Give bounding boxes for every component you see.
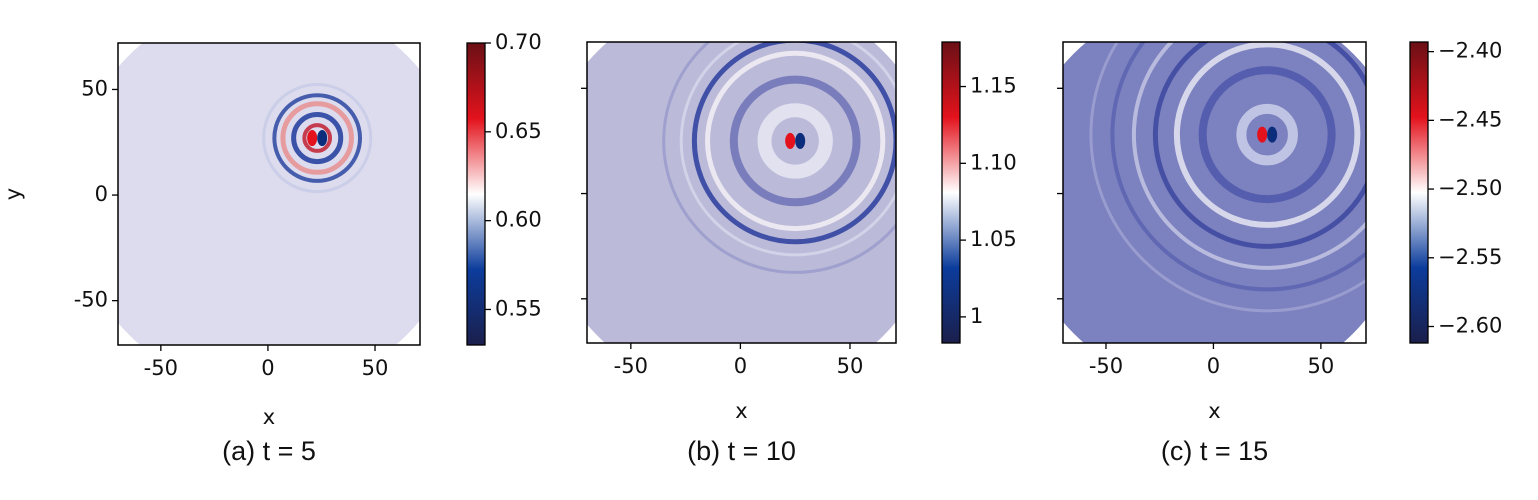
- colorbar-tick-label: 0.55: [495, 296, 542, 320]
- y-axis-label: y: [1, 188, 25, 200]
- field-ring: [1152, 42, 1366, 249]
- colorbar-tick-label: 1.05: [970, 227, 1017, 251]
- field-core: [317, 130, 328, 147]
- field: [118, 43, 420, 345]
- x-axis-label: x: [263, 405, 275, 429]
- x-tick-label: 0: [1207, 354, 1220, 378]
- colorbar-tick-label: 0.65: [495, 119, 542, 143]
- field-ring: [1173, 42, 1361, 228]
- caption: (b) t = 10: [687, 436, 796, 466]
- colorbar: [941, 41, 961, 344]
- field-ring: [1198, 66, 1336, 204]
- x-axis-label: x: [1208, 399, 1220, 423]
- field: [587, 42, 896, 343]
- x-tick-label: -50: [144, 356, 178, 380]
- field-ring: [705, 50, 886, 232]
- x-tick-label: 0: [734, 354, 747, 378]
- x-tick-label: -50: [1089, 354, 1123, 378]
- axes-frame: [586, 41, 897, 344]
- field-background: [1063, 42, 1366, 343]
- field-ring: [262, 82, 373, 194]
- field-clip: [118, 43, 420, 345]
- x-axis-label: x: [735, 399, 747, 423]
- field-core: [307, 130, 318, 147]
- x-tick-label: 0: [261, 356, 274, 380]
- colorbar-tick-label: 0.60: [495, 208, 542, 232]
- axes-frame: [1062, 41, 1367, 344]
- axes-frame: [117, 42, 421, 346]
- field-ring: [272, 93, 363, 183]
- field-ring: [291, 111, 344, 165]
- y-tick-label: 50: [81, 76, 108, 100]
- x-tick-label: 50: [362, 356, 389, 380]
- colorbar-tick-label: −2.45: [1438, 107, 1502, 131]
- x-tick-label: -50: [614, 354, 648, 378]
- colorbar-tick-label: 1.15: [970, 74, 1017, 98]
- field-clip: [587, 42, 896, 343]
- field-core: [1257, 126, 1268, 143]
- field-ring: [757, 103, 833, 179]
- field-ring: [1110, 42, 1366, 292]
- caption: (a) t = 5: [222, 436, 316, 466]
- field-ring: [729, 75, 861, 207]
- colorbar: [1409, 41, 1429, 344]
- y-tick-label: 0: [95, 182, 108, 206]
- field-ring: [1236, 103, 1298, 166]
- field-ring: [280, 101, 354, 175]
- colorbar-tick-label: 1: [970, 304, 983, 328]
- x-tick-label: 50: [1308, 354, 1335, 378]
- field: [1063, 42, 1366, 343]
- colorbar-tick-label: −2.60: [1438, 314, 1502, 338]
- colorbar-tick-label: 1.10: [970, 150, 1017, 174]
- field-ring: [302, 123, 333, 153]
- field-background: [118, 43, 420, 345]
- colorbar-tick-label: −2.50: [1438, 176, 1502, 200]
- caption: (c) t = 15: [1161, 436, 1268, 466]
- field-background: [587, 42, 896, 343]
- x-tick-label: 50: [837, 354, 864, 378]
- field-clip: [1063, 42, 1366, 343]
- colorbar: [466, 42, 486, 346]
- field-ring: [662, 42, 896, 274]
- field-ring: [1131, 42, 1366, 270]
- field-ring: [1089, 42, 1366, 313]
- colorbar-tick-label: −2.40: [1438, 39, 1502, 63]
- colorbar-tick-label: 0.70: [495, 30, 542, 54]
- field-core: [785, 132, 796, 149]
- y-tick-label: -50: [74, 288, 108, 312]
- field-ring: [679, 42, 896, 257]
- field-core: [1267, 126, 1278, 143]
- field-core: [795, 132, 806, 149]
- colorbar-tick-label: −2.55: [1438, 245, 1502, 269]
